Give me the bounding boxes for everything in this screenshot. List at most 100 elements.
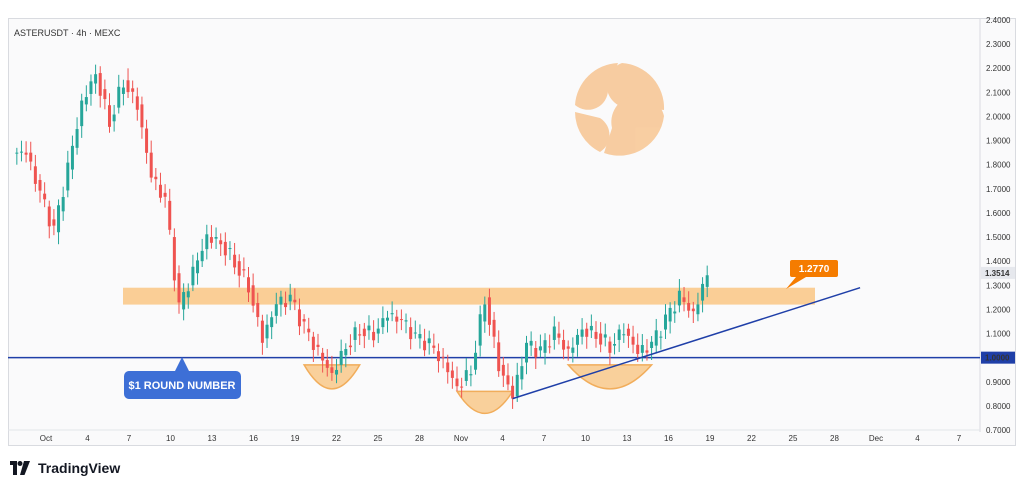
rounded-bottom: [566, 364, 654, 390]
candle-body: [441, 356, 445, 358]
price-tick-label: 1.4000: [986, 257, 1011, 266]
candle-body: [358, 334, 362, 336]
candle-body: [705, 275, 709, 287]
candle-body: [66, 162, 70, 191]
time-tick-label: 4: [915, 434, 920, 443]
candle-body: [566, 346, 570, 349]
candle-body: [145, 128, 149, 153]
candle-body: [395, 316, 399, 322]
candle-body: [650, 341, 654, 348]
candle-body: [450, 370, 454, 378]
time-tick-label: 19: [291, 434, 300, 443]
candle-body: [548, 346, 552, 348]
candle-body: [446, 362, 450, 373]
candle-body: [24, 152, 28, 155]
candle-body: [460, 386, 464, 388]
candle-body: [247, 277, 250, 293]
target-badge: [790, 260, 838, 277]
rounded-bottom: [455, 390, 514, 415]
candle-body: [19, 151, 23, 153]
candle-body: [335, 369, 339, 375]
time-tick-label: 28: [415, 434, 424, 443]
candle-body: [94, 74, 98, 84]
candle-body: [214, 237, 218, 239]
candle-body: [237, 261, 241, 276]
candle-body: [483, 304, 487, 322]
time-tick-label: Oct: [40, 434, 53, 443]
round-number-badge: [124, 371, 241, 399]
aster-logo-segment: [604, 95, 664, 156]
aster-logo-segment: [575, 112, 610, 152]
candle-body: [325, 360, 329, 368]
time-tick-label: 7: [542, 434, 547, 443]
price-tick-label: 0.9000: [986, 378, 1011, 387]
price-tick-label: 1.5000: [986, 233, 1011, 242]
candle-body: [571, 347, 575, 353]
candle-body: [381, 318, 385, 328]
candle-body: [43, 193, 47, 200]
time-tick-label: 25: [374, 434, 383, 443]
candle-body: [297, 309, 301, 327]
round-number-badge-pointer: [175, 357, 189, 371]
candle-body: [497, 342, 501, 372]
time-tick-label: 22: [747, 434, 756, 443]
target-badge-pointer: [786, 277, 806, 289]
candle-body: [131, 88, 135, 92]
candle-body: [404, 320, 408, 322]
candle-body: [367, 325, 371, 331]
time-tick-label: 13: [623, 434, 632, 443]
candle-body: [427, 338, 431, 344]
candle-body: [121, 87, 125, 94]
candle-body: [677, 290, 681, 306]
candle-body: [288, 294, 292, 302]
candle-body: [543, 340, 547, 353]
candle-body: [33, 166, 37, 184]
candle-body: [696, 304, 700, 315]
time-tick-label: 4: [500, 434, 505, 443]
candle-body: [390, 313, 394, 315]
candle-body: [432, 345, 436, 348]
ascending-trendline: [512, 286, 861, 400]
time-tick-label: Nov: [454, 434, 468, 443]
candle-body: [200, 250, 204, 262]
time-tick-label: 16: [249, 434, 258, 443]
candle-body: [691, 308, 695, 312]
candle-body: [399, 319, 403, 321]
price-tick-label: 1.9000: [986, 137, 1011, 146]
price-tick-label: 1.7000: [986, 185, 1011, 194]
candle-body: [668, 307, 672, 322]
time-tick-label: 28: [830, 434, 839, 443]
candle-body: [15, 152, 19, 154]
candle-body: [580, 329, 584, 337]
price-tick-label: 1.3000: [986, 281, 1011, 290]
candle-body: [506, 375, 510, 385]
candle-body: [38, 179, 42, 191]
price-tick-label: 1.8000: [986, 161, 1011, 170]
candle-body: [492, 319, 496, 337]
candle-body: [265, 324, 269, 339]
candle-body: [562, 339, 566, 350]
candle-body: [455, 378, 459, 387]
time-tick-label: Dec: [869, 434, 883, 443]
candle-body: [302, 319, 306, 322]
candle-body: [256, 302, 260, 318]
candle-body: [293, 299, 297, 303]
brand-logo: TradingView: [10, 460, 120, 476]
price-tick-label: 0.8000: [986, 402, 1011, 411]
candle-body: [177, 273, 181, 303]
candle-body: [330, 367, 334, 373]
candle-body: [617, 329, 621, 340]
price-tick-label: 2.4000: [986, 16, 1011, 25]
price-tick-label: 2.1000: [986, 88, 1011, 97]
candle-body: [103, 89, 107, 100]
symbol-title: ASTERUSDT · 4h · MEXC: [14, 28, 121, 38]
candle-body: [163, 192, 167, 197]
candle-body: [344, 349, 348, 356]
time-tick-label: 7: [127, 434, 132, 443]
candle-body: [233, 254, 237, 268]
candle-body: [98, 73, 102, 96]
candle-body: [311, 336, 315, 350]
candle-body: [75, 129, 79, 148]
candle-body: [57, 205, 61, 233]
